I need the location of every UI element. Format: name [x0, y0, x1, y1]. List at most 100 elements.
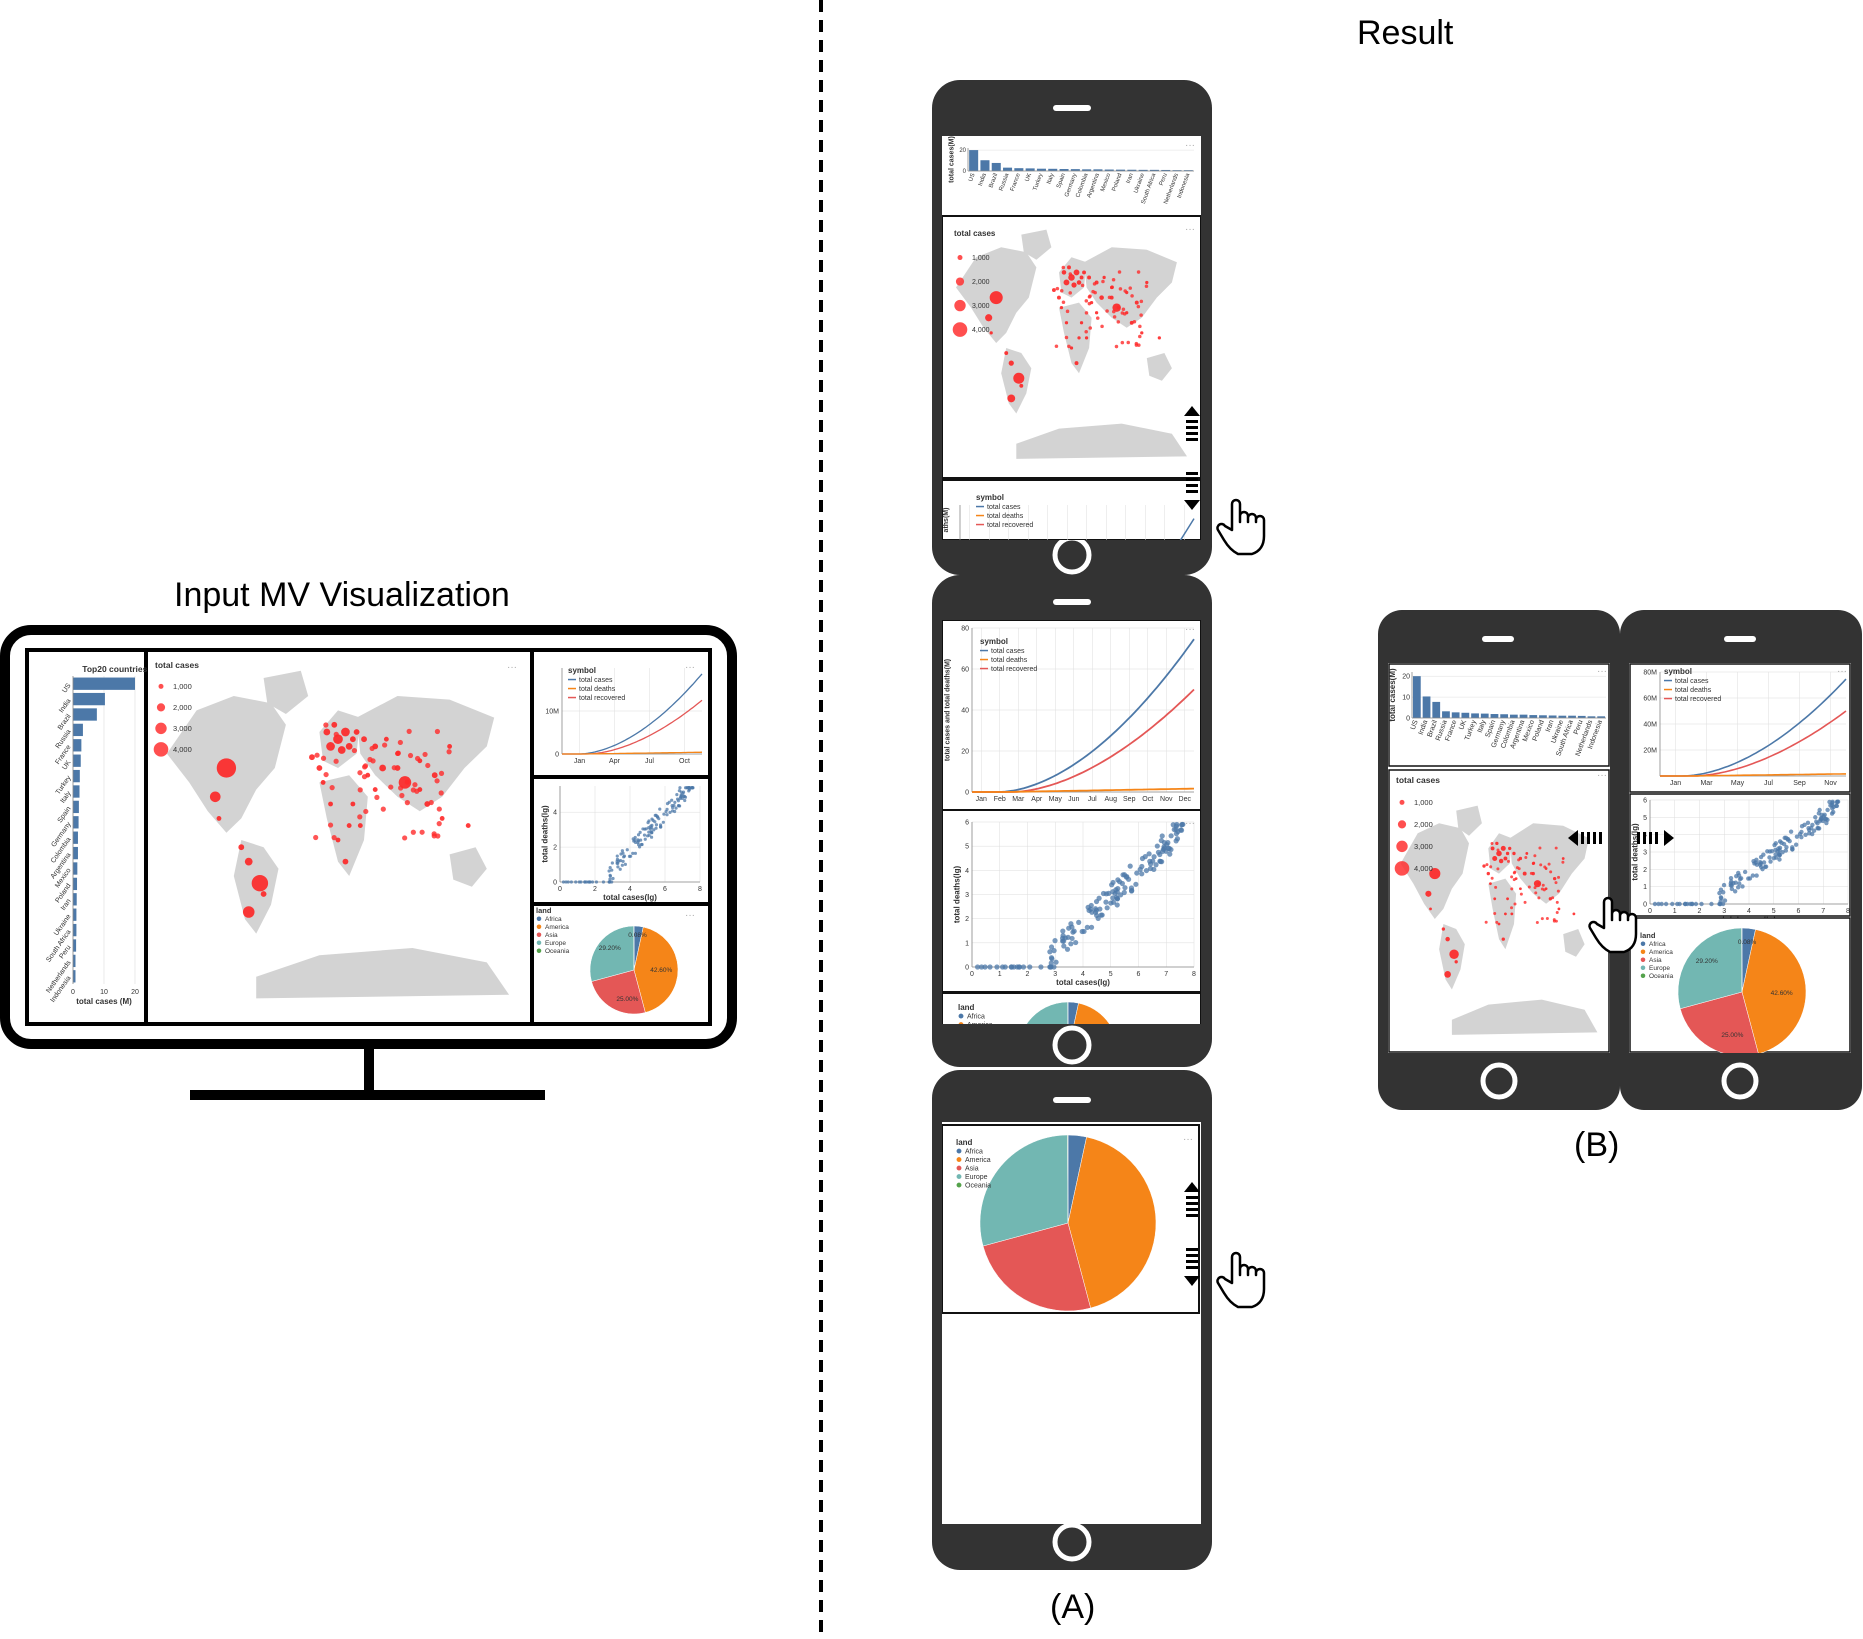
pie-legend-title: land: [956, 1138, 973, 1147]
case-bubble: [1490, 846, 1495, 851]
category-label: UK: [1458, 719, 1468, 731]
scatter-xlabel: total cases(lg): [1056, 978, 1110, 987]
data-point: [654, 823, 659, 827]
data-point: [658, 823, 663, 827]
pie-legend-label: America: [965, 1157, 991, 1164]
line-legend-title: symbol: [980, 637, 1008, 646]
case-bubble: [1007, 394, 1016, 403]
data-point: [1110, 895, 1116, 901]
case-bubble: [391, 765, 397, 771]
y-tick-label: 0: [965, 789, 969, 796]
data-point: [588, 880, 592, 884]
case-bubble: [1527, 885, 1531, 889]
data-point: [1027, 964, 1033, 970]
legend-dot: [536, 916, 542, 921]
case-bubble: [1123, 289, 1127, 293]
case-bubble: [1008, 360, 1014, 366]
data-point: [610, 861, 614, 865]
data-point: [1052, 938, 1058, 944]
pie-value-label: 42.60%: [1771, 990, 1793, 997]
data-point: [629, 854, 633, 858]
x-tick-label: 5: [1109, 971, 1113, 978]
arrow-down-icon: [1184, 1276, 1200, 1286]
bar: [1548, 715, 1557, 718]
x-tick-label: 20: [131, 989, 139, 996]
case-bubble: [1429, 868, 1441, 880]
bar: [73, 970, 76, 983]
line-legend-label: total recovered: [991, 666, 1037, 673]
case-bubble: [1504, 912, 1507, 916]
data-point: [678, 786, 682, 790]
y-tick-label: 1: [1643, 884, 1647, 891]
case-bubble: [431, 772, 438, 779]
bar: [1432, 701, 1441, 718]
map-legend-label: 1,000: [972, 255, 990, 262]
pie-value-label: 25.00%: [1721, 1032, 1743, 1039]
case-bubble: [434, 778, 440, 784]
speaker-icon: [1482, 636, 1514, 642]
bar: [1048, 168, 1058, 171]
case-bubble: [446, 749, 452, 755]
y-tick-label: 20: [1402, 674, 1410, 681]
data-point: [665, 813, 669, 817]
data-point: [1784, 844, 1789, 850]
data-point: [1683, 901, 1688, 907]
x-tick-label: May: [1049, 796, 1063, 803]
data-point: [643, 837, 647, 841]
line-legend-title: symbol: [568, 666, 596, 675]
x-tick-label: Jan: [574, 758, 585, 765]
x-tick-label: 1: [998, 971, 1002, 978]
data-point: [590, 880, 595, 884]
case-bubble: [357, 787, 363, 793]
bar: [1025, 168, 1035, 171]
data-point: [583, 880, 587, 884]
legend-dot: [1640, 949, 1646, 954]
y-tick-label: 0: [553, 879, 557, 886]
data-point: [1068, 941, 1074, 947]
case-bubble: [1539, 863, 1543, 867]
bar: [1422, 696, 1431, 718]
data-point: [1047, 949, 1053, 955]
bar: [1059, 169, 1069, 171]
case-bubble: [1490, 841, 1494, 845]
data-point: [673, 809, 677, 814]
data-point: [634, 840, 638, 845]
data-point: [577, 880, 581, 884]
case-bubble: [1084, 336, 1089, 340]
x-tick-label: Jul: [645, 758, 654, 765]
case-bubble: [407, 752, 414, 759]
data-point: [633, 851, 637, 855]
case-bubble: [335, 837, 341, 843]
pie-slice-america: [1067, 1136, 1157, 1309]
case-bubble: [989, 291, 1003, 305]
case-bubble: [1130, 294, 1134, 298]
data-point: [1827, 799, 1832, 805]
land-shape: [1059, 302, 1092, 374]
category-label: UK: [61, 759, 73, 771]
data-point: [653, 820, 657, 824]
case-bubble: [1525, 852, 1529, 855]
case-bubble: [382, 742, 388, 748]
case-bubble: [1561, 857, 1565, 860]
case-bubble: [415, 755, 421, 762]
case-bubble: [1505, 851, 1510, 856]
data-point: [1656, 901, 1661, 907]
data-point: [619, 852, 623, 856]
data-point: [1168, 833, 1174, 839]
data-point: [658, 807, 662, 811]
x-tick-label: 6: [663, 886, 667, 893]
case-bubble: [1116, 305, 1120, 310]
data-point: [574, 880, 578, 884]
legend-bubble: [158, 683, 164, 689]
bar: [1127, 169, 1137, 171]
data-point: [1793, 842, 1799, 847]
case-bubble: [1061, 265, 1066, 270]
case-bubble: [1557, 875, 1561, 879]
data-point: [675, 797, 680, 801]
data-point: [675, 793, 679, 797]
data-point: [1803, 832, 1808, 838]
legend-dot: [956, 1148, 962, 1154]
case-bubble: [313, 834, 319, 841]
more-options-icon: ···: [1597, 770, 1607, 781]
